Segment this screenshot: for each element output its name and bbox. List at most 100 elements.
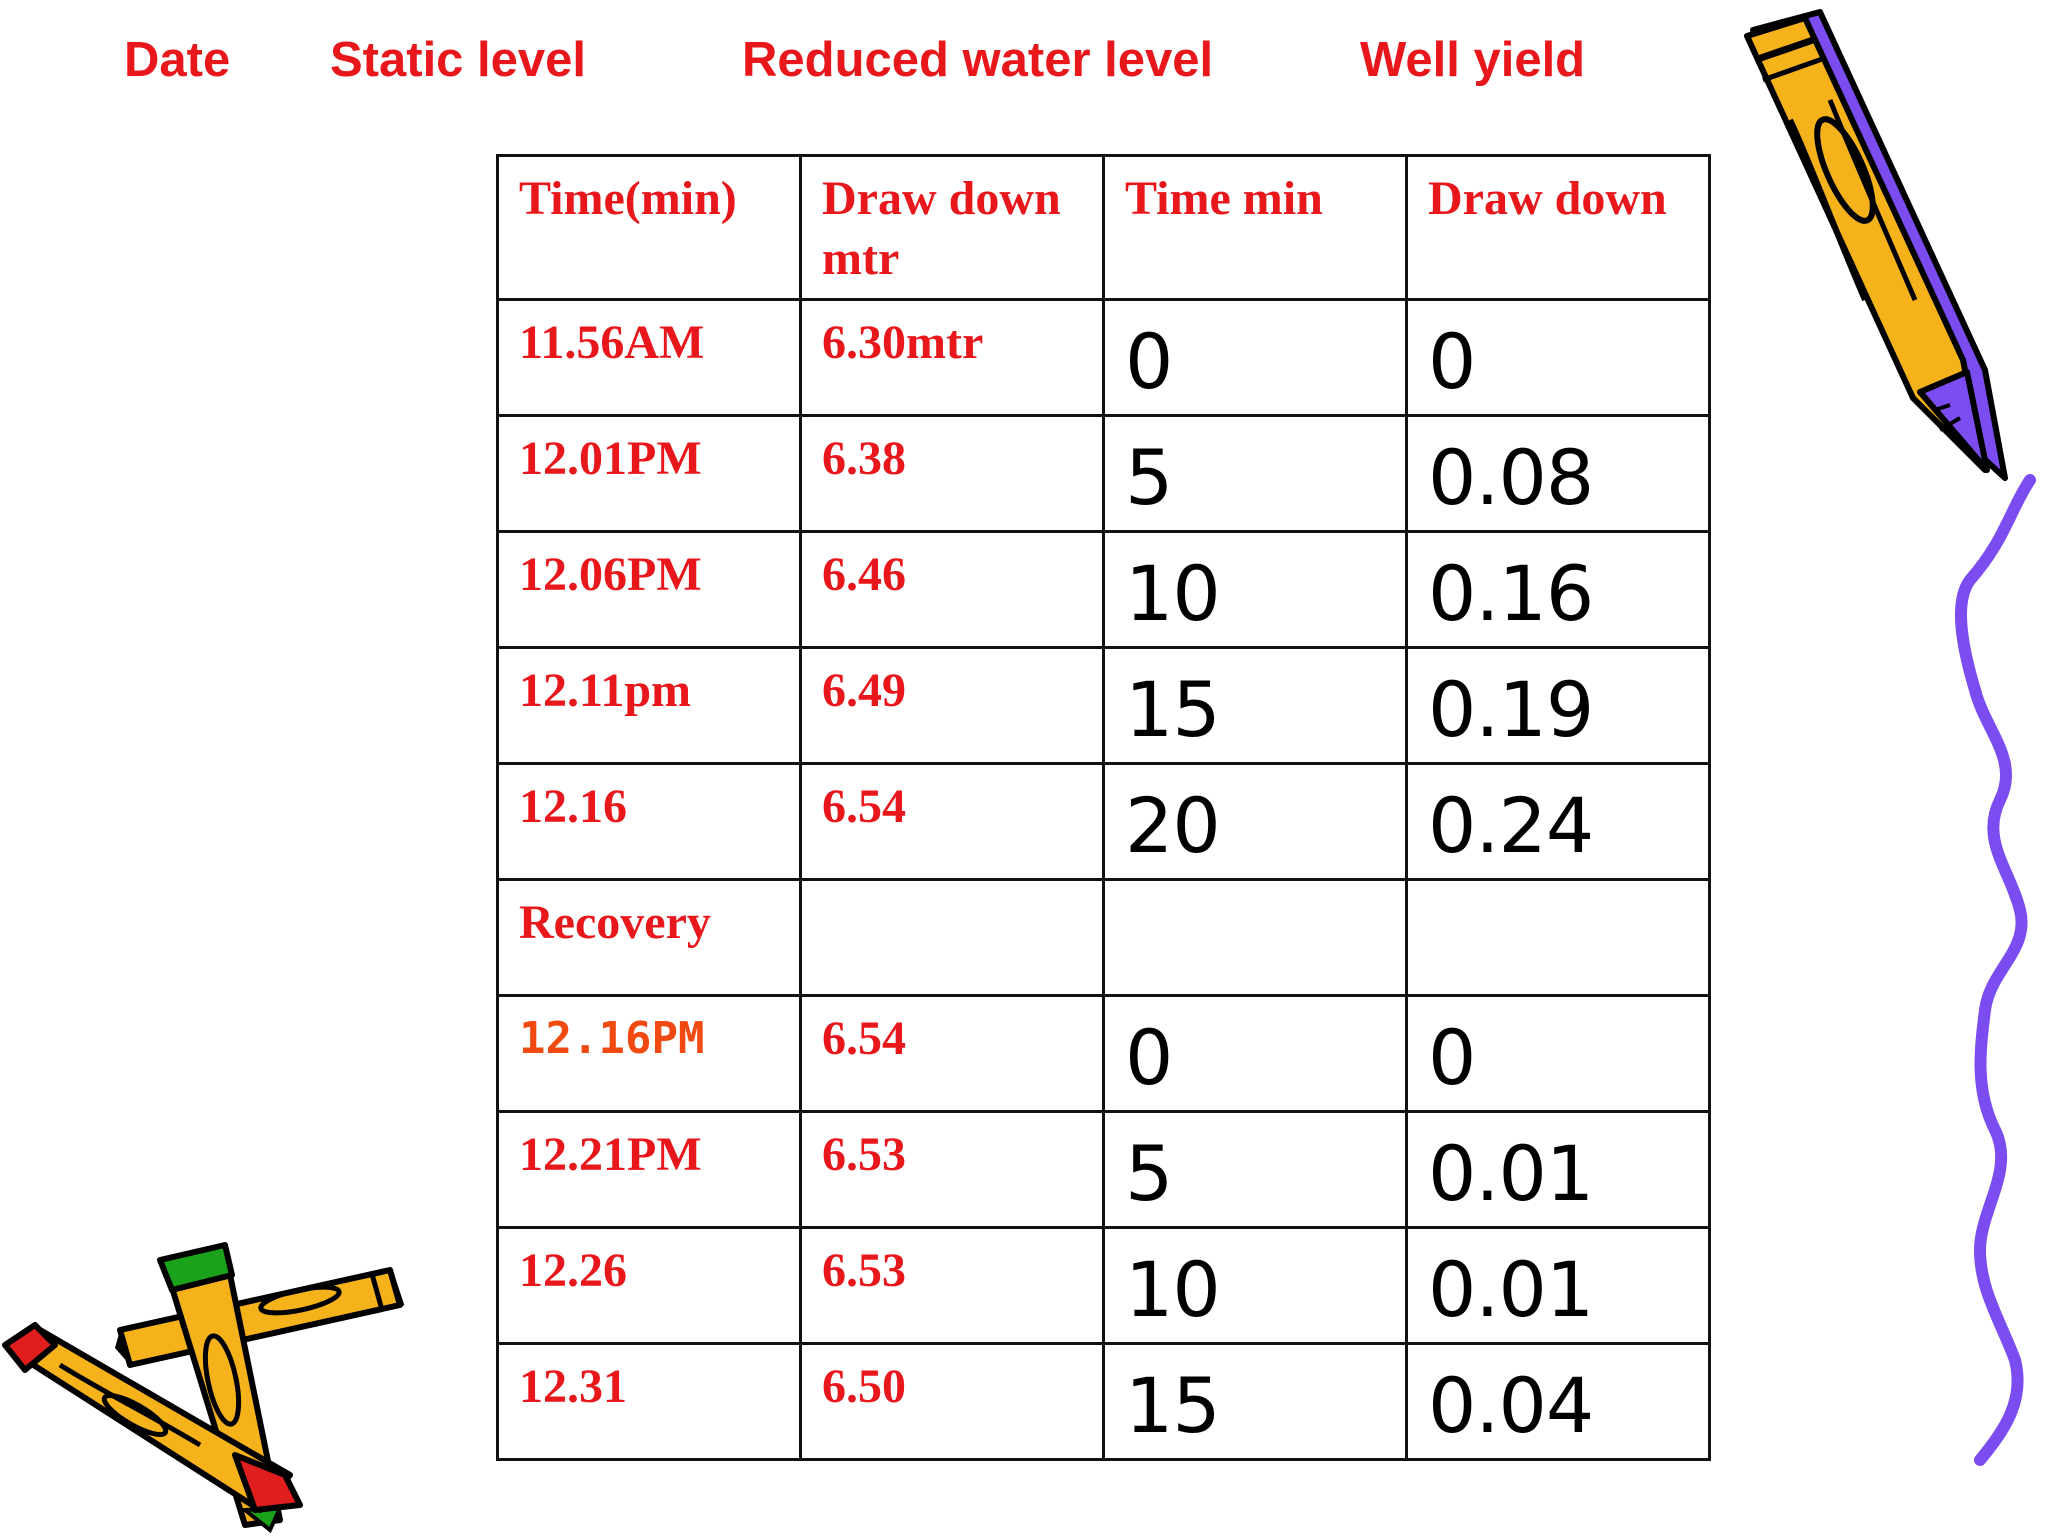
table-header-row: Time(min) Draw down mtr Time min Draw do… [496, 154, 1711, 301]
draw-down-value: 0.19 [1428, 665, 1594, 754]
pump-test-table: Time(min) Draw down mtr Time min Draw do… [496, 154, 1711, 1461]
table-cell: 6.46 [799, 530, 1105, 649]
time-min-value: 5 [1125, 1129, 1173, 1218]
pencil-icon [1744, 9, 2008, 481]
draw-down-value: 0.01 [1428, 1245, 1594, 1334]
time-value: 12.06PM [519, 548, 702, 601]
time-min-value: 0 [1125, 1013, 1173, 1102]
table-cell: 15 [1102, 1342, 1408, 1461]
time-min-value: 15 [1125, 665, 1221, 754]
draw-down-value [1410, 883, 1707, 900]
table-cell: 6.53 [799, 1110, 1105, 1229]
draw-down-mtr-value: 6.50 [822, 1360, 906, 1413]
table-cell [1102, 878, 1408, 997]
time-value: 12.11pm [519, 664, 692, 717]
static-level-label: Static level [330, 33, 587, 87]
draw-down-value: 0.24 [1428, 781, 1594, 870]
table-row: 12.31 6.50 15 0.04 [496, 1342, 1711, 1461]
table-cell: 6.30mtr [799, 298, 1105, 417]
time-min-value: 20 [1125, 781, 1221, 870]
table-cell: 0 [1405, 298, 1711, 417]
reduced-water-level-label: Reduced water level [742, 33, 1214, 87]
table-cell [1405, 878, 1711, 997]
table-cell: Recovery [496, 878, 802, 997]
table-row: 12.16 6.54 20 0.24 [496, 762, 1711, 881]
table-cell: 12.31 [496, 1342, 802, 1461]
table-cell: 0.16 [1405, 530, 1711, 649]
table-cell: 10 [1102, 530, 1408, 649]
header-cell: Time(min) [496, 154, 802, 301]
time-min-value: 15 [1125, 1361, 1221, 1450]
squiggle-line [1955, 474, 2036, 1466]
table-row: 11.56AM 6.30mtr 0 0 [496, 298, 1711, 417]
table-cell: 12.06PM [496, 530, 802, 649]
table-cell: 0 [1405, 994, 1711, 1113]
draw-down-mtr-value: 6.49 [822, 664, 906, 717]
recovery-label: Recovery [519, 896, 711, 949]
table-row: 12.01PM 6.38 5 0.08 [496, 414, 1711, 533]
table-row: 12.26 6.53 10 0.01 [496, 1226, 1711, 1345]
table-row: 12.06PM 6.46 10 0.16 [496, 530, 1711, 649]
table-cell: 12.16 [496, 762, 802, 881]
draw-down-value: 0.04 [1428, 1361, 1594, 1450]
table-cell: 20 [1102, 762, 1408, 881]
header-cell: Draw down [1405, 154, 1711, 301]
table-cell: 0 [1102, 298, 1408, 417]
time-value: 12.16PM [519, 1013, 705, 1064]
draw-down-value: 0.08 [1428, 433, 1594, 522]
crayons-icon [2, 1242, 405, 1534]
draw-down-value: 0.16 [1428, 549, 1594, 638]
draw-down-mtr-value: 6.38 [822, 432, 906, 485]
draw-down-mtr-value [804, 883, 1101, 894]
table-cell: 0.01 [1405, 1110, 1711, 1229]
draw-down-mtr-value: 6.54 [822, 780, 906, 833]
time-min-value: 10 [1125, 549, 1221, 638]
table-cell: 6.49 [799, 646, 1105, 765]
header-cell: Time min [1102, 154, 1408, 301]
time-value: 12.01PM [519, 432, 702, 485]
table-cell: 0.04 [1405, 1342, 1711, 1461]
table-cell [799, 878, 1105, 997]
draw-down-mtr-value: 6.53 [822, 1244, 906, 1297]
crayon-front [2, 1322, 303, 1513]
table-cell: 0.24 [1405, 762, 1711, 881]
table-row: 12.16PM 6.54 0 0 [496, 994, 1711, 1113]
draw-down-value: 0 [1428, 1013, 1476, 1102]
time-min-value: 0 [1125, 317, 1173, 406]
table-cell: 15 [1102, 646, 1408, 765]
date-label: Date [124, 33, 231, 87]
time-min-value: 5 [1125, 433, 1173, 522]
table-cell: 5 [1102, 414, 1408, 533]
table-cell: 0.19 [1405, 646, 1711, 765]
column-header-time: Time(min) [519, 172, 737, 225]
time-value: 12.31 [519, 1360, 627, 1413]
column-header-draw-down: Draw down [1428, 172, 1667, 225]
pencil-body [1744, 9, 2008, 481]
table-row: 12.11pm 6.49 15 0.19 [496, 646, 1711, 765]
time-value: 12.26 [519, 1244, 627, 1297]
time-value: 12.21PM [519, 1128, 702, 1181]
table-cell: 12.16PM [496, 994, 802, 1113]
table-cell: 12.26 [496, 1226, 802, 1345]
table-row: 12.21PM 6.53 5 0.01 [496, 1110, 1711, 1229]
time-min-value [1107, 883, 1404, 900]
table-row-recovery: Recovery [496, 878, 1711, 997]
time-min-value: 10 [1125, 1245, 1221, 1334]
table-cell: 6.54 [799, 994, 1105, 1113]
table-cell: 12.11pm [496, 646, 802, 765]
table-cell: 0 [1102, 994, 1408, 1113]
table-cell: 0.01 [1405, 1226, 1711, 1345]
column-header-time-min: Time min [1125, 172, 1323, 225]
well-yield-label: Well yield [1360, 33, 1586, 87]
table-cell: 12.21PM [496, 1110, 802, 1229]
table-cell: 6.54 [799, 762, 1105, 881]
table-cell: 5 [1102, 1110, 1408, 1229]
table-cell: 12.01PM [496, 414, 802, 533]
draw-down-mtr-value: 6.54 [822, 1012, 906, 1065]
draw-down-mtr-value: 6.46 [822, 548, 906, 601]
table-cell: 6.50 [799, 1342, 1105, 1461]
time-value: 11.56AM [519, 316, 705, 369]
draw-down-mtr-value: 6.53 [822, 1128, 906, 1181]
table-cell: 10 [1102, 1226, 1408, 1345]
table-cell: 6.53 [799, 1226, 1105, 1345]
